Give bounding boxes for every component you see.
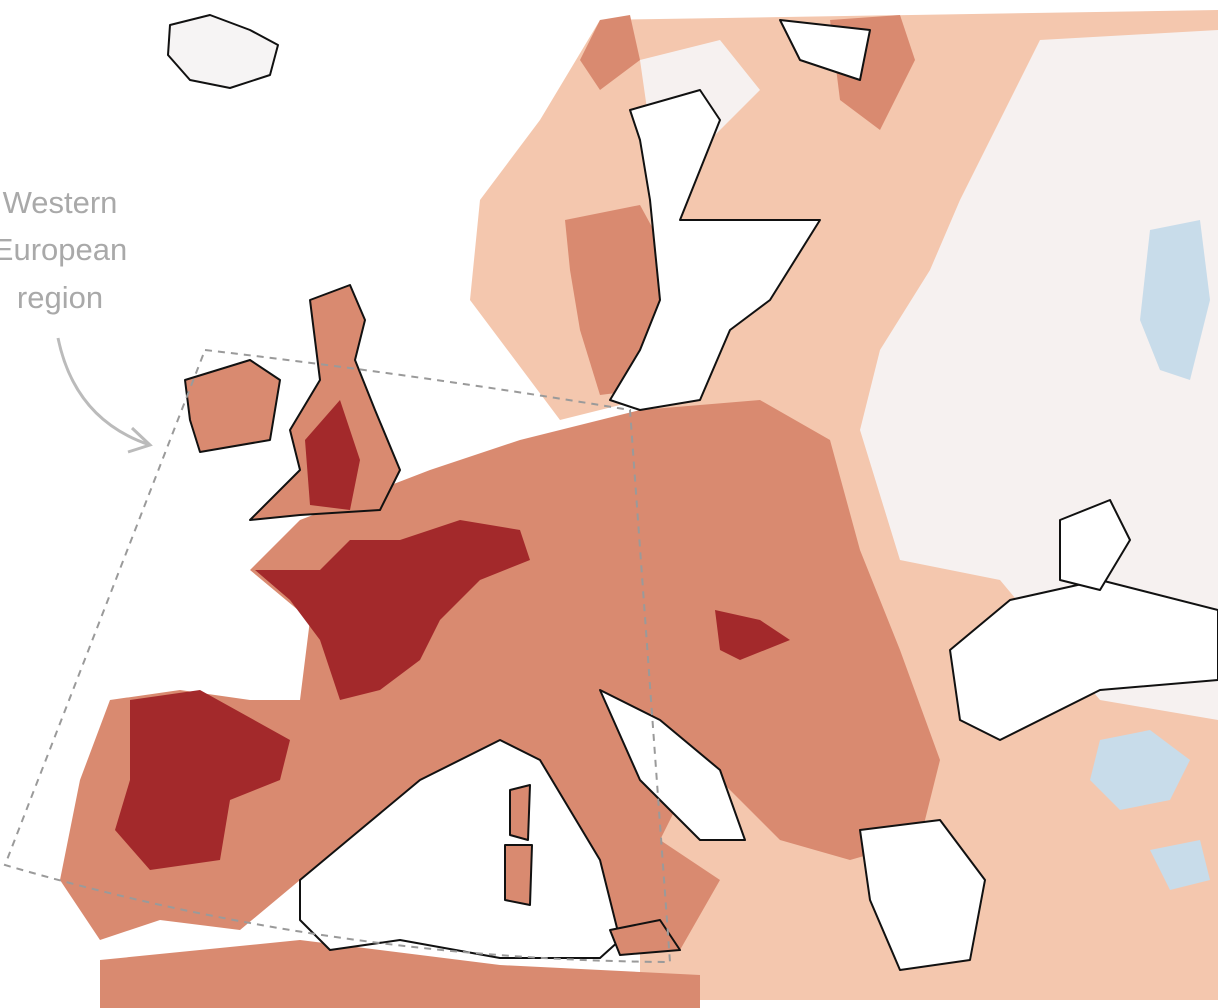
sea-black	[949, 579, 1218, 741]
sea-adriatic	[599, 689, 746, 841]
annotation-line: European	[0, 232, 127, 267]
island-sicily	[609, 919, 681, 956]
island-sardinia	[504, 844, 533, 906]
region-outline	[3, 348, 672, 964]
land-iceland	[167, 14, 279, 89]
sea-aegean	[859, 819, 986, 971]
lake	[1059, 499, 1131, 591]
land-medium	[60, 400, 940, 950]
land-medium	[580, 15, 640, 90]
land-dark	[715, 610, 790, 660]
sea-white	[779, 19, 871, 81]
land-blue	[1090, 730, 1190, 810]
land-dark	[255, 520, 530, 700]
land-ireland	[184, 359, 281, 453]
annotation-line: region	[17, 280, 103, 315]
annotation-line: Western	[3, 185, 118, 220]
island-corsica	[509, 784, 531, 841]
annotation-arrow	[56, 337, 151, 447]
land-blue	[1150, 840, 1210, 890]
land-blue	[1140, 220, 1210, 380]
land-very-light	[860, 30, 1218, 720]
land-uk	[249, 284, 401, 521]
land-dark	[115, 690, 290, 870]
annotation-arrowhead	[127, 426, 153, 454]
land-medium	[100, 940, 700, 1008]
sea-baltic	[609, 89, 821, 411]
land-dark	[305, 400, 360, 510]
